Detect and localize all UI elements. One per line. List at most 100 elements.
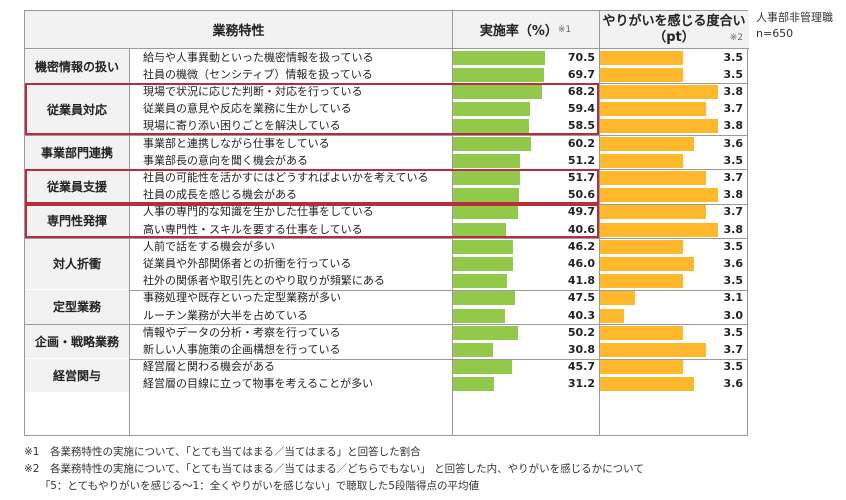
score-value: 3.5 bbox=[723, 325, 744, 339]
item-text: 人前で話をする機会が多い bbox=[143, 239, 275, 253]
rate-bar bbox=[453, 153, 520, 168]
score-bar bbox=[600, 239, 683, 254]
score-value: 3.5 bbox=[723, 67, 744, 81]
item-text: 従業員や外部関係者との折衝を行っている bbox=[143, 257, 352, 270]
rate-value: 46.0 bbox=[567, 257, 595, 270]
item-text: 社員の機微（センシティブ）情報を扱っている bbox=[143, 67, 373, 81]
group-label: 経営関与 bbox=[25, 359, 129, 393]
respondent-line-2: n=650 bbox=[756, 27, 794, 40]
item-text: 新しい人事施策の企画構想を行っている bbox=[143, 343, 341, 356]
header-rate-label: 実施率（%） bbox=[479, 24, 558, 39]
rate-bar bbox=[453, 136, 532, 151]
item-text: 情報やデータの分析・考察を行っている bbox=[143, 325, 341, 339]
item-text: 従業員の意見や反応を業務に生かしている bbox=[143, 102, 352, 116]
rate-value: 30.8 bbox=[567, 343, 595, 356]
rate-value: 46.2 bbox=[567, 239, 595, 253]
footnote-1: ※1 各業務特性の実施について、「とても当てはまる／当てはまる」と回答した割合 bbox=[24, 446, 421, 458]
score-bar bbox=[600, 119, 718, 134]
score-bar bbox=[600, 171, 707, 185]
rate-value: 58.5 bbox=[567, 119, 595, 133]
score-bar bbox=[600, 308, 624, 323]
rate-value: 47.5 bbox=[567, 291, 595, 305]
rate-bar bbox=[453, 325, 519, 340]
score-bar bbox=[600, 153, 683, 168]
score-bar bbox=[600, 50, 683, 65]
highlight-box bbox=[25, 203, 599, 239]
group-label: 事業部門連携 bbox=[25, 135, 129, 169]
score-value: 3.8 bbox=[723, 188, 744, 202]
rate-value: 59.4 bbox=[567, 102, 595, 116]
group-divider bbox=[25, 358, 747, 360]
header-category-label: 業務特性 bbox=[212, 24, 265, 39]
rate-value: 70.5 bbox=[567, 50, 595, 64]
rate-value: 40.6 bbox=[567, 222, 595, 236]
rate-bar bbox=[453, 171, 521, 185]
score-value: 3.1 bbox=[723, 291, 744, 305]
rate-value: 49.7 bbox=[567, 205, 595, 219]
item-text: 社外の関係者や取引先とのやり取りが頻繁にある bbox=[143, 274, 385, 288]
score-bar bbox=[600, 291, 636, 306]
score-value: 3.5 bbox=[723, 239, 744, 253]
rate-bar bbox=[453, 360, 513, 375]
item-text: 人事の専門的な知識を生かした仕事をしている bbox=[143, 205, 374, 219]
score-value: 3.5 bbox=[723, 153, 744, 167]
rate-value: 69.7 bbox=[567, 67, 595, 81]
score-bar bbox=[600, 222, 718, 237]
item-text: 経営層と関わる機会がある bbox=[143, 360, 275, 374]
highlight-box bbox=[25, 83, 599, 135]
rate-value: 68.2 bbox=[567, 85, 595, 98]
score-bar bbox=[600, 67, 683, 82]
score-bar bbox=[600, 274, 683, 289]
item-text: 現場で状況に応じた判断・対応を行っている bbox=[143, 85, 363, 98]
header-score: やりがいを感じる度合い （pt） ※2 bbox=[599, 11, 749, 49]
rate-bar bbox=[453, 257, 513, 271]
score-bar bbox=[600, 85, 718, 99]
item-text: 事業部長の意向を聞く機会がある bbox=[143, 153, 308, 167]
score-value: 3.7 bbox=[723, 205, 744, 219]
score-value: 3.8 bbox=[723, 85, 744, 98]
score-value: 3.8 bbox=[723, 119, 744, 133]
header-score-line2: （pt） bbox=[653, 30, 695, 45]
group-divider bbox=[25, 135, 747, 136]
group-label: 従業員対応 bbox=[25, 83, 129, 135]
item-text: 現場に寄り添い困りごとを解決している bbox=[143, 119, 341, 133]
score-bar bbox=[600, 102, 707, 117]
group-label: 定型業務 bbox=[25, 290, 129, 324]
group-divider bbox=[25, 238, 747, 240]
rate-bar bbox=[453, 291, 515, 306]
score-value: 3.7 bbox=[723, 343, 744, 356]
rate-bar bbox=[453, 188, 519, 203]
group-divider bbox=[25, 324, 747, 326]
rate-bar bbox=[453, 343, 494, 357]
item-text: 事業部と連携しながら仕事をしている bbox=[143, 136, 330, 150]
score-bar bbox=[600, 188, 718, 203]
item-text: 社員の成長を感じる機会がある bbox=[143, 188, 297, 202]
group-label: 機密情報の扱い bbox=[25, 49, 129, 83]
score-value: 3.5 bbox=[723, 360, 744, 374]
item-text: 高い専門性・スキルを要する仕事をしている bbox=[143, 222, 363, 236]
footnote-2: ※2 各業務特性の実施について、「とても当てはまる／当てはまる／どちらでもない」… bbox=[24, 463, 644, 475]
score-value: 3.0 bbox=[723, 308, 744, 322]
rate-value: 51.2 bbox=[567, 153, 595, 167]
score-bar bbox=[600, 343, 707, 357]
rate-value: 31.2 bbox=[567, 377, 595, 391]
divider-category bbox=[129, 49, 130, 435]
rate-value: 50.2 bbox=[567, 325, 595, 339]
group-label: 専門性発揮 bbox=[25, 204, 129, 238]
respondent-line-1: 人事部非管理職 bbox=[756, 11, 833, 24]
rate-bar bbox=[453, 205, 518, 220]
rate-bar bbox=[453, 102, 531, 117]
item-text: 経営層の目線に立って物事を考えることが多い bbox=[143, 377, 374, 391]
highlight-box bbox=[25, 169, 599, 204]
score-value: 3.5 bbox=[723, 50, 744, 64]
score-value: 3.7 bbox=[723, 102, 744, 116]
rate-bar bbox=[453, 377, 494, 392]
rate-value: 40.3 bbox=[567, 308, 595, 322]
rate-bar bbox=[453, 50, 545, 65]
rate-value: 41.8 bbox=[567, 274, 595, 288]
score-bar bbox=[600, 136, 695, 151]
rate-bar bbox=[453, 222, 506, 237]
score-value: 3.6 bbox=[723, 136, 744, 150]
footnote-3: 「5：とてもやりがいを感じる～1：全くやりがいを感じない」で聴取した5段階得点の… bbox=[24, 480, 479, 492]
rate-value: 60.2 bbox=[567, 136, 595, 150]
